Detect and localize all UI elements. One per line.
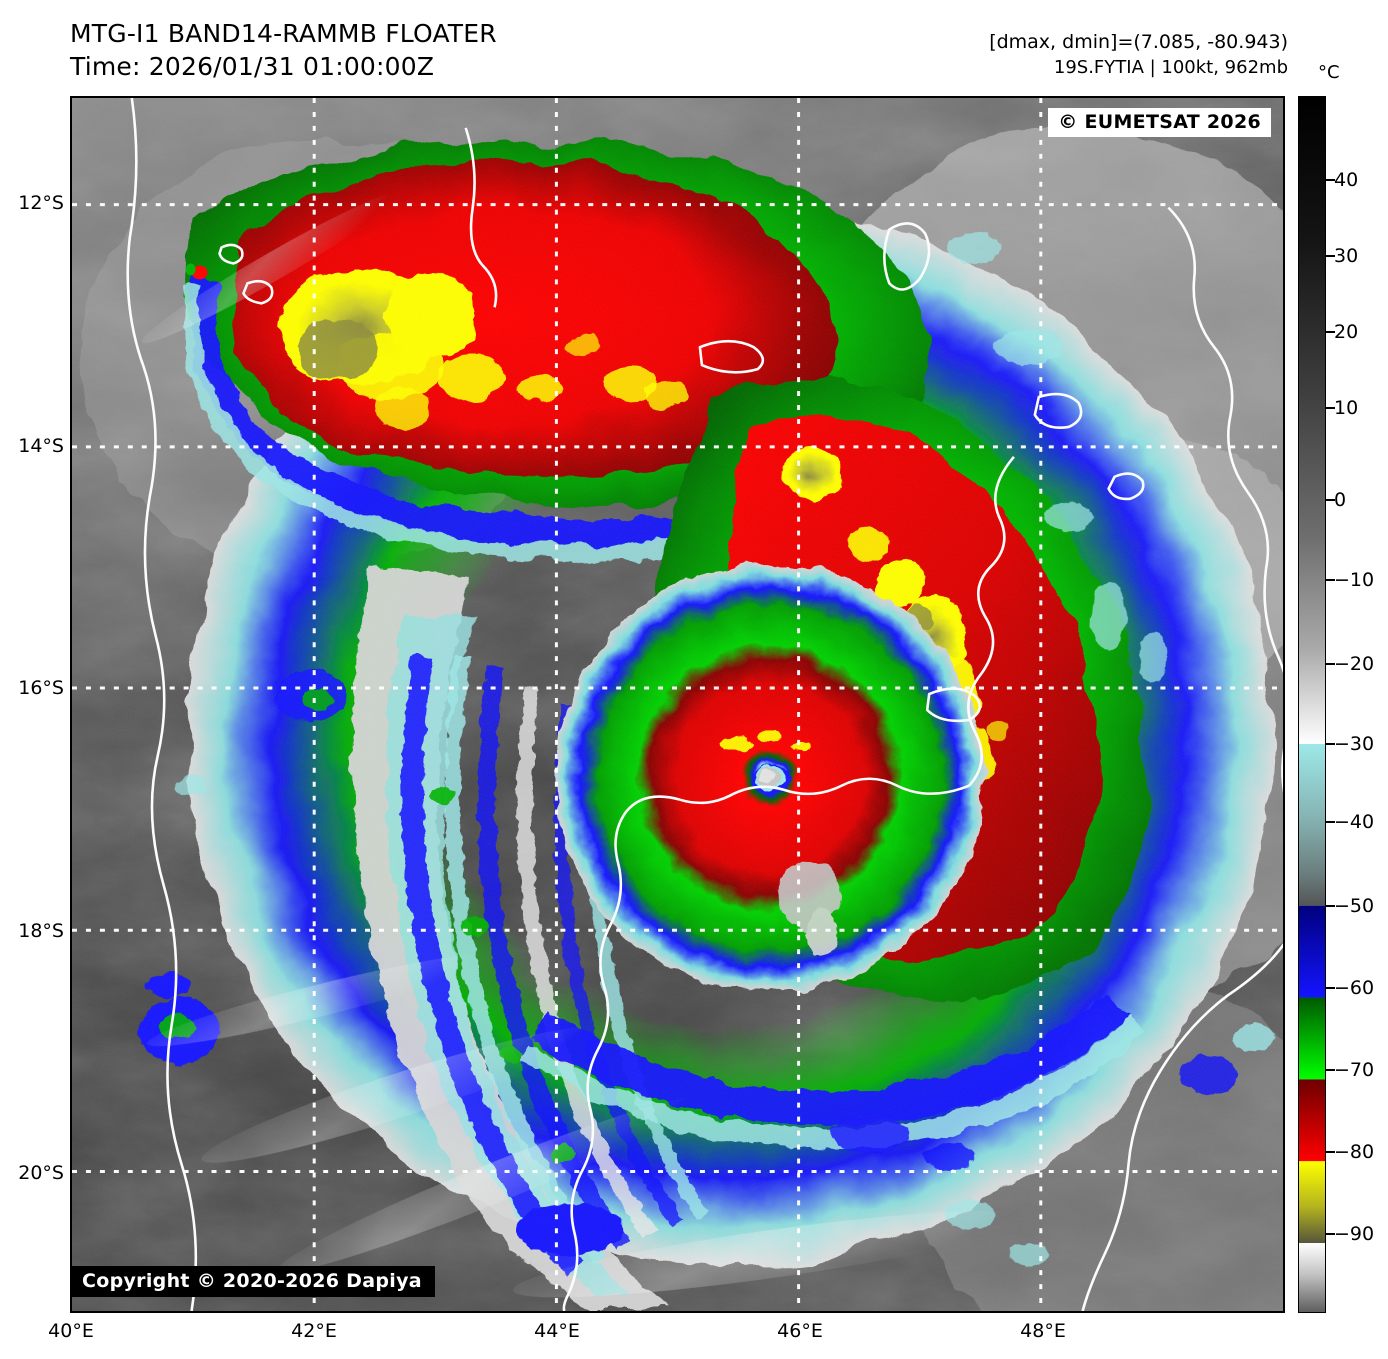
cbtick-20: 20 [1334, 321, 1359, 343]
page-title: MTG-I1 BAND14-RAMMB FLOATER [70, 19, 497, 48]
satellite-image-plot[interactable]: © EUMETSAT 2026 Copyright © 2020-2026 Da… [70, 96, 1285, 1313]
cbtick-m70: −70 [1334, 1059, 1375, 1081]
satellite-imagery [72, 98, 1283, 1311]
timestamp-label: Time: 2026/01/31 01:00:00Z [70, 51, 435, 81]
cbtick-10: 10 [1334, 397, 1359, 419]
x-tick-40e: 40°E [48, 1320, 94, 1342]
x-tick-42e: 42°E [291, 1320, 337, 1342]
cbtick-m10: −10 [1334, 569, 1375, 591]
title-block: MTG-I1 BAND14-RAMMB FLOATER Time: 2026/0… [70, 18, 497, 83]
colorbar [1298, 96, 1326, 1313]
graticule [72, 98, 1283, 1311]
y-tick-12s: 12°S [18, 192, 64, 214]
colorbar-gradient [1299, 97, 1325, 1312]
eumetsat-copyright-badge: © EUMETSAT 2026 [1048, 108, 1271, 137]
x-tick-48e: 48°E [1020, 1320, 1066, 1342]
y-tick-16s: 16°S [18, 677, 64, 699]
dapiya-copyright-badge: Copyright © 2020-2026 Dapiya [72, 1266, 435, 1297]
cbtick-m80: −80 [1334, 1141, 1375, 1163]
cbtick-m50: −50 [1334, 895, 1375, 917]
cbtick-m90: −90 [1334, 1223, 1375, 1245]
y-tick-18s: 18°S [18, 920, 64, 942]
x-tick-44e: 44°E [534, 1320, 580, 1342]
cbtick-0: 0 [1334, 489, 1347, 511]
data-range-label: [dmax, dmin]=(7.085, -80.943) [989, 31, 1288, 53]
storm-info-label: 19S.FYTIA | 100kt, 962mb [1053, 56, 1288, 78]
cbtick-40: 40 [1334, 169, 1359, 191]
cbtick-m40: −40 [1334, 811, 1375, 833]
cbtick-30: 30 [1334, 245, 1359, 267]
cbtick-m20: −20 [1334, 653, 1375, 675]
y-tick-20s: 20°S [18, 1162, 64, 1184]
metadata-block: [dmax, dmin]=(7.085, -80.943) 19S.FYTIA … [989, 30, 1288, 80]
y-tick-14s: 14°S [18, 435, 64, 457]
colorbar-unit-label: °C [1318, 62, 1340, 83]
cbtick-m60: −60 [1334, 977, 1375, 999]
cbtick-m30: −30 [1334, 733, 1375, 755]
x-tick-46e: 46°E [777, 1320, 823, 1342]
